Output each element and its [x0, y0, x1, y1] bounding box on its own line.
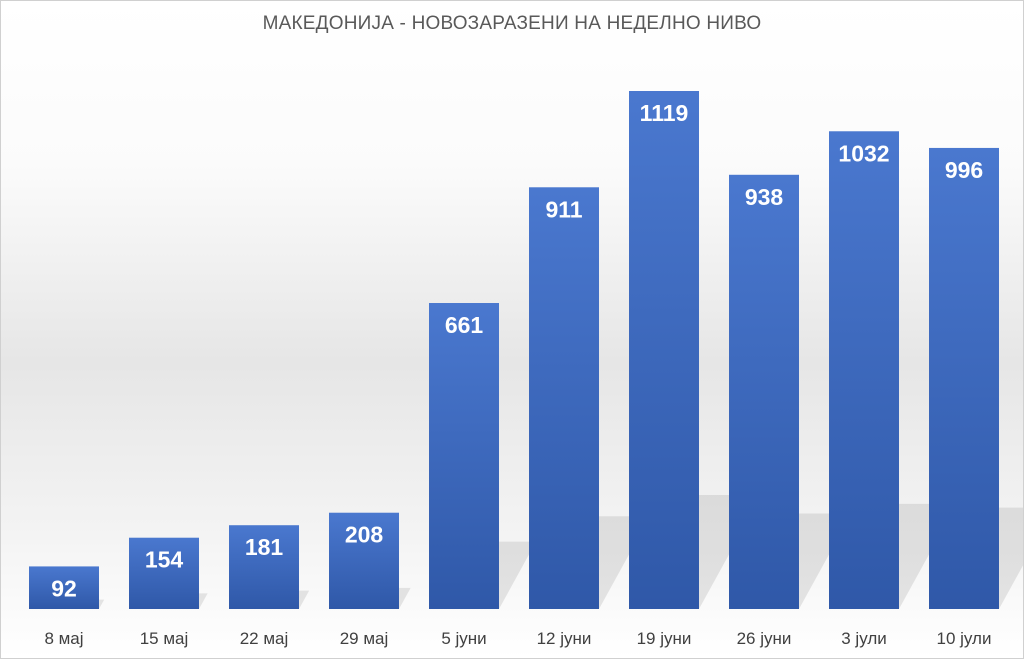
data-label: 154: [145, 547, 184, 573]
data-label: 208: [345, 522, 384, 548]
bar: [329, 512, 399, 609]
data-labels: 92 154 181 208 661 911 1119 938 1032 996: [51, 100, 983, 601]
data-label: 181: [245, 534, 284, 560]
data-label: 1119: [640, 100, 689, 126]
x-tick-label: 15 мај: [140, 629, 189, 648]
bar: [429, 303, 499, 609]
bar: [29, 566, 99, 609]
x-tick-label: 3 јули: [841, 629, 887, 648]
bars: [29, 91, 999, 610]
bar: [629, 91, 699, 609]
data-label: 911: [545, 196, 582, 222]
bar: [229, 525, 299, 609]
data-label: 938: [745, 184, 784, 210]
bar: [829, 131, 899, 610]
x-tick-label: 8 мај: [44, 629, 83, 648]
bar: [529, 187, 599, 610]
x-tick-label: 26 јуни: [737, 629, 792, 648]
x-axis-ticks: 8 мај 15 мај 22 мај 29 мај 5 јуни 12 јуни 19 ј…: [44, 629, 991, 648]
x-tick-label: 12 јуни: [537, 629, 592, 648]
bar: [729, 174, 799, 610]
x-tick-label: 19 јуни: [637, 629, 692, 648]
bar: [129, 537, 199, 609]
x-tick-label: 5 јуни: [441, 629, 486, 648]
x-tick-label: 22 мај: [240, 629, 289, 648]
bar: [929, 147, 999, 609]
data-label: 1032: [838, 140, 889, 166]
data-label: 661: [445, 312, 484, 338]
data-label: 92: [51, 575, 77, 601]
data-label: 996: [945, 157, 983, 183]
x-tick-label: 10 јули: [937, 629, 992, 648]
chart-title: МАКЕДОНИЈА - НОВОЗАРАЗЕНИ НА НЕДЕЛНО НИВ…: [262, 13, 762, 34]
x-tick-label: 29 мај: [340, 629, 389, 648]
